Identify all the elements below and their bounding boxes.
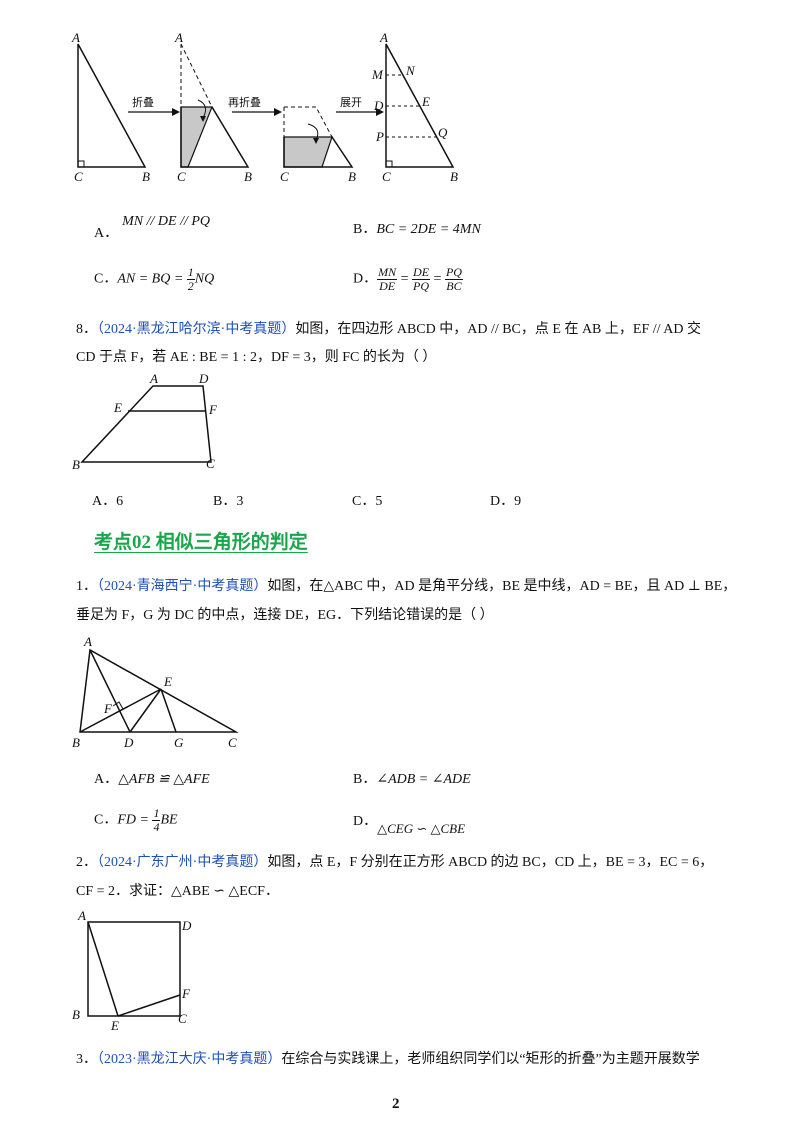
q1-label-g: G	[174, 735, 184, 750]
q8-option-a[interactable]: A．6	[92, 494, 124, 509]
q1-source: （2024·青海西宁·中考真题）	[97, 579, 268, 594]
q1-option-d[interactable]: D．△CEG ∽ △CBE	[353, 814, 466, 836]
section-heading: 考点02 相似三角形的判定	[94, 532, 308, 553]
label-q: Q	[438, 125, 448, 140]
q8-source: （2024·黑龙江哈尔滨·中考真题）	[97, 322, 296, 337]
label-m: M	[371, 67, 384, 82]
q2-stem-line2: CF = 2．求证：△ABE ∽ △ECF．	[76, 884, 279, 899]
q2-source: （2024·广东广州·中考真题）	[97, 855, 268, 870]
label-c-3: C	[280, 169, 289, 184]
triangle-abc-original	[77, 43, 147, 168]
q2-square-figure: A D F B E C	[72, 908, 192, 1033]
q2-label-e: E	[110, 1018, 119, 1033]
q1-option-c[interactable]: C．FD = 1 4 BE	[94, 806, 178, 834]
label-n: N	[405, 63, 416, 78]
label-c: C	[74, 169, 83, 184]
folding-figure: A C B 折叠 A C B 再折叠 C B 展开 A M N D E P Q …	[71, 30, 458, 184]
q7-option-a[interactable]: A．MN // DE // PQ	[94, 214, 211, 241]
q8-label-a: A	[149, 372, 158, 386]
q3-source: （2023·黑龙江大庆·中考真题）	[97, 1052, 282, 1067]
q1-triangle-figure: A E F B D G C	[72, 634, 239, 750]
q1-label-f: F	[103, 701, 113, 716]
step-fold-label: 折叠	[132, 95, 154, 109]
q2-label-d: D	[181, 918, 192, 933]
q8-option-b[interactable]: B．3	[213, 494, 244, 509]
q8-stem-line2: CD 于点 F，若 AE : BE = 1 : 2，DF = 3，则 FC 的长…	[76, 350, 437, 365]
q2-label-f: F	[181, 986, 191, 1001]
q2-stem-line1: 2．（2024·广东广州·中考真题）如图，点 E，F 分别在正方形 ABCD 的…	[76, 855, 714, 870]
q1-stem-line1: 1．（2024·青海西宁·中考真题）如图，在△ABC 中，AD 是角平分线，BE…	[76, 579, 737, 594]
q8-label-e: E	[113, 400, 122, 415]
q3-stem-line1: 3．（2023·黑龙江大庆·中考真题）在综合与实践课上，老师组织同学们以“矩形的…	[76, 1052, 700, 1067]
label-b: B	[142, 169, 150, 184]
q7-option-c[interactable]: C．AN = BQ = 1 2 NQ	[94, 265, 215, 293]
step-refold-label: 再折叠	[228, 95, 261, 109]
label-b-3: B	[348, 169, 356, 184]
q1-label-c: C	[228, 735, 237, 750]
label-d: D	[373, 98, 384, 113]
label-a-2: A	[174, 30, 183, 45]
q8-stem-line1: 8．（2024·黑龙江哈尔滨·中考真题）如图，在四边形 ABCD 中，AD //…	[76, 322, 701, 337]
q8-label-d: D	[198, 372, 209, 386]
label-c-2: C	[177, 169, 186, 184]
label-e: E	[421, 94, 430, 109]
q7-option-b[interactable]: B．BC = 2DE = 4MN	[353, 222, 481, 237]
page-number: 2	[392, 1096, 400, 1112]
q1-option-a[interactable]: A．△AFB ≌ △AFE	[94, 772, 210, 787]
label-p: P	[375, 129, 384, 144]
q2-label-c: C	[178, 1011, 187, 1026]
label-b-2: B	[244, 169, 252, 184]
label-a-4: A	[379, 30, 388, 45]
q2-label-b: B	[72, 1007, 80, 1022]
q1-option-b[interactable]: B．∠ADB = ∠ADE	[353, 772, 471, 787]
q7-option-d[interactable]: D． MN DE = DE PQ = PQ BC	[353, 265, 463, 293]
q2-label-a: A	[77, 908, 86, 923]
q8-label-b: B	[72, 457, 80, 472]
label-b-4: B	[450, 169, 458, 184]
q8-option-d[interactable]: D．9	[490, 494, 522, 509]
q1-label-e: E	[163, 674, 172, 689]
q8-option-c[interactable]: C．5	[352, 494, 383, 509]
q1-stem-line2: 垂足为 F，G 为 DC 的中点，连接 DE，EG．下列结论错误的是（ ）	[76, 608, 494, 623]
label-a: A	[71, 30, 80, 45]
q8-trapezoid-figure: A D E F B C	[72, 372, 218, 472]
step-unfold-label: 展开	[340, 96, 362, 109]
q8-label-f: F	[208, 402, 218, 417]
q1-label-d: D	[123, 735, 134, 750]
q1-label-a: A	[83, 634, 92, 649]
q1-label-b: B	[72, 735, 80, 750]
q8-label-c: C	[206, 456, 215, 471]
label-c-4: C	[382, 169, 391, 184]
